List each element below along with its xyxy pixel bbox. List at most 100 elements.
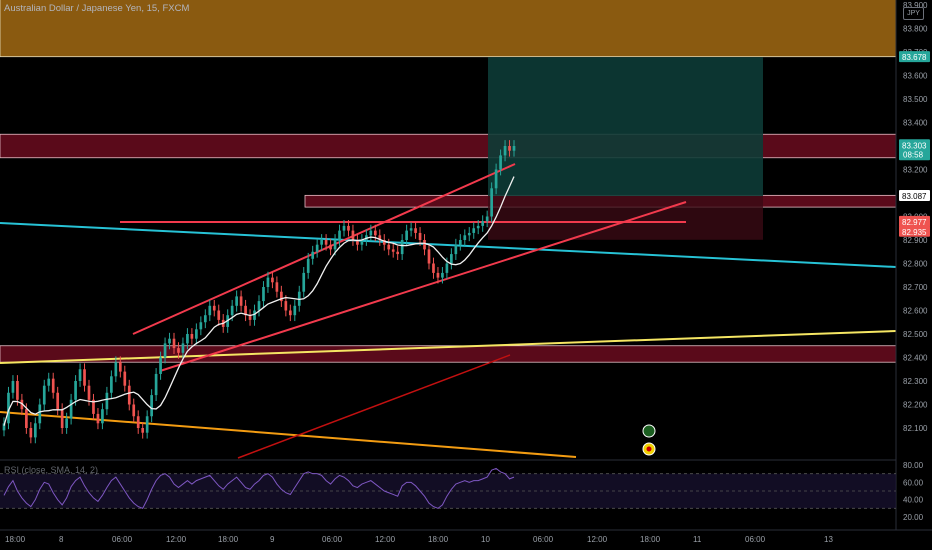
candle-body xyxy=(65,418,68,428)
candle-body xyxy=(508,146,511,151)
event-flag-icon xyxy=(642,424,656,438)
time-tick-label: 18:00 xyxy=(640,535,661,544)
channel-upper xyxy=(132,163,516,335)
candle-body xyxy=(163,343,167,358)
candle-body xyxy=(454,244,458,255)
candle-body xyxy=(16,381,19,400)
white-moving-average xyxy=(3,176,515,426)
candle-body xyxy=(320,240,323,245)
chart-title: Australian Dollar / Japanese Yen, 15, FX… xyxy=(4,3,190,14)
candle-body xyxy=(311,251,315,259)
candle-body xyxy=(360,240,364,245)
rsi-line xyxy=(3,467,515,509)
zone-support xyxy=(0,345,897,363)
rsi-tick-label: 40.00 xyxy=(903,496,924,505)
candle-body xyxy=(280,291,283,302)
candle-body xyxy=(181,343,185,353)
price-label-text: 82.977 xyxy=(902,218,927,227)
price-tick-label: 82.100 xyxy=(903,424,928,433)
candle-body xyxy=(463,235,467,240)
candle-body xyxy=(494,169,498,189)
candle-body xyxy=(284,301,288,311)
candle-body xyxy=(42,385,46,405)
candle-body xyxy=(378,235,382,240)
price-tick-label: 83.800 xyxy=(903,25,928,34)
candle-body xyxy=(172,338,176,349)
candle-body xyxy=(436,272,440,278)
candle-body xyxy=(96,413,100,424)
time-tick-label: 18:00 xyxy=(428,535,449,544)
price-tick-label: 83.900 xyxy=(903,1,928,10)
price-tick-label: 82.700 xyxy=(903,283,928,292)
candle-body xyxy=(105,392,109,410)
candle-body xyxy=(110,376,113,393)
candle-body xyxy=(351,230,355,240)
time-tick-label: 06:00 xyxy=(745,535,766,544)
candle-body xyxy=(356,240,359,245)
candle-body xyxy=(78,369,82,381)
time-tick-label: 12:00 xyxy=(375,535,396,544)
stop-box xyxy=(488,196,763,240)
candle-body xyxy=(400,240,404,255)
time-tick-label: 06:00 xyxy=(533,535,554,544)
price-label-1 xyxy=(899,139,930,161)
candle-body xyxy=(485,216,489,222)
price-label-0 xyxy=(899,51,930,63)
price-label-text: 83.087 xyxy=(902,192,927,201)
price-tick-label: 82.200 xyxy=(903,401,928,410)
price-tick-label: 83.400 xyxy=(903,119,928,128)
candle-body xyxy=(275,282,279,292)
candle-body xyxy=(409,228,413,231)
candle-body xyxy=(324,240,328,245)
red-ma-line xyxy=(237,354,511,459)
candle-body xyxy=(306,258,310,273)
candle-body xyxy=(262,287,265,302)
price-tick-label: 82.900 xyxy=(903,236,928,245)
time-tick-label: 06:00 xyxy=(112,535,133,544)
candle-body xyxy=(499,155,502,170)
price-label-text: 83.678 xyxy=(902,53,927,62)
candle-body xyxy=(288,310,292,316)
rsi-tick-label: 60.00 xyxy=(903,478,924,487)
currency-badge[interactable]: JPY xyxy=(903,7,924,20)
candle-body xyxy=(74,381,77,400)
price-tick-label: 82.800 xyxy=(903,260,928,269)
candle-body xyxy=(418,232,422,240)
candle-body xyxy=(154,373,158,396)
time-tick-label: 06:00 xyxy=(322,535,343,544)
candle-body xyxy=(230,305,234,316)
candle-body xyxy=(329,244,332,250)
yellow-trendline xyxy=(0,330,897,364)
candle-body xyxy=(159,357,162,374)
candle-body xyxy=(87,385,91,400)
candle-body xyxy=(239,296,243,306)
candle-body xyxy=(441,272,444,278)
candle-body xyxy=(382,240,386,245)
candle-body xyxy=(56,392,60,410)
candle-body xyxy=(333,240,337,250)
candle-body xyxy=(387,244,391,250)
price-tick-label: 83.600 xyxy=(903,72,928,81)
candle-body xyxy=(396,251,400,255)
candle-body xyxy=(136,416,140,428)
candle-body xyxy=(199,322,203,330)
candle-body xyxy=(195,329,198,339)
candle-body xyxy=(391,249,395,252)
candle-body xyxy=(445,263,449,273)
price-label-text: 82.935 xyxy=(902,228,927,237)
candle-body xyxy=(11,381,15,393)
candle-body xyxy=(235,296,238,306)
candle-body xyxy=(101,409,104,424)
candle-body xyxy=(217,310,221,320)
price-tick-label: 82.500 xyxy=(903,330,928,339)
candle-body xyxy=(69,399,73,419)
candle-body xyxy=(114,362,118,377)
candle-body xyxy=(20,399,24,410)
candle-body xyxy=(212,305,216,311)
time-tick-label: 10 xyxy=(481,535,490,544)
candle-body xyxy=(38,404,42,424)
candle-body xyxy=(25,409,28,428)
candle-body xyxy=(271,277,274,283)
candle-body xyxy=(458,240,462,245)
